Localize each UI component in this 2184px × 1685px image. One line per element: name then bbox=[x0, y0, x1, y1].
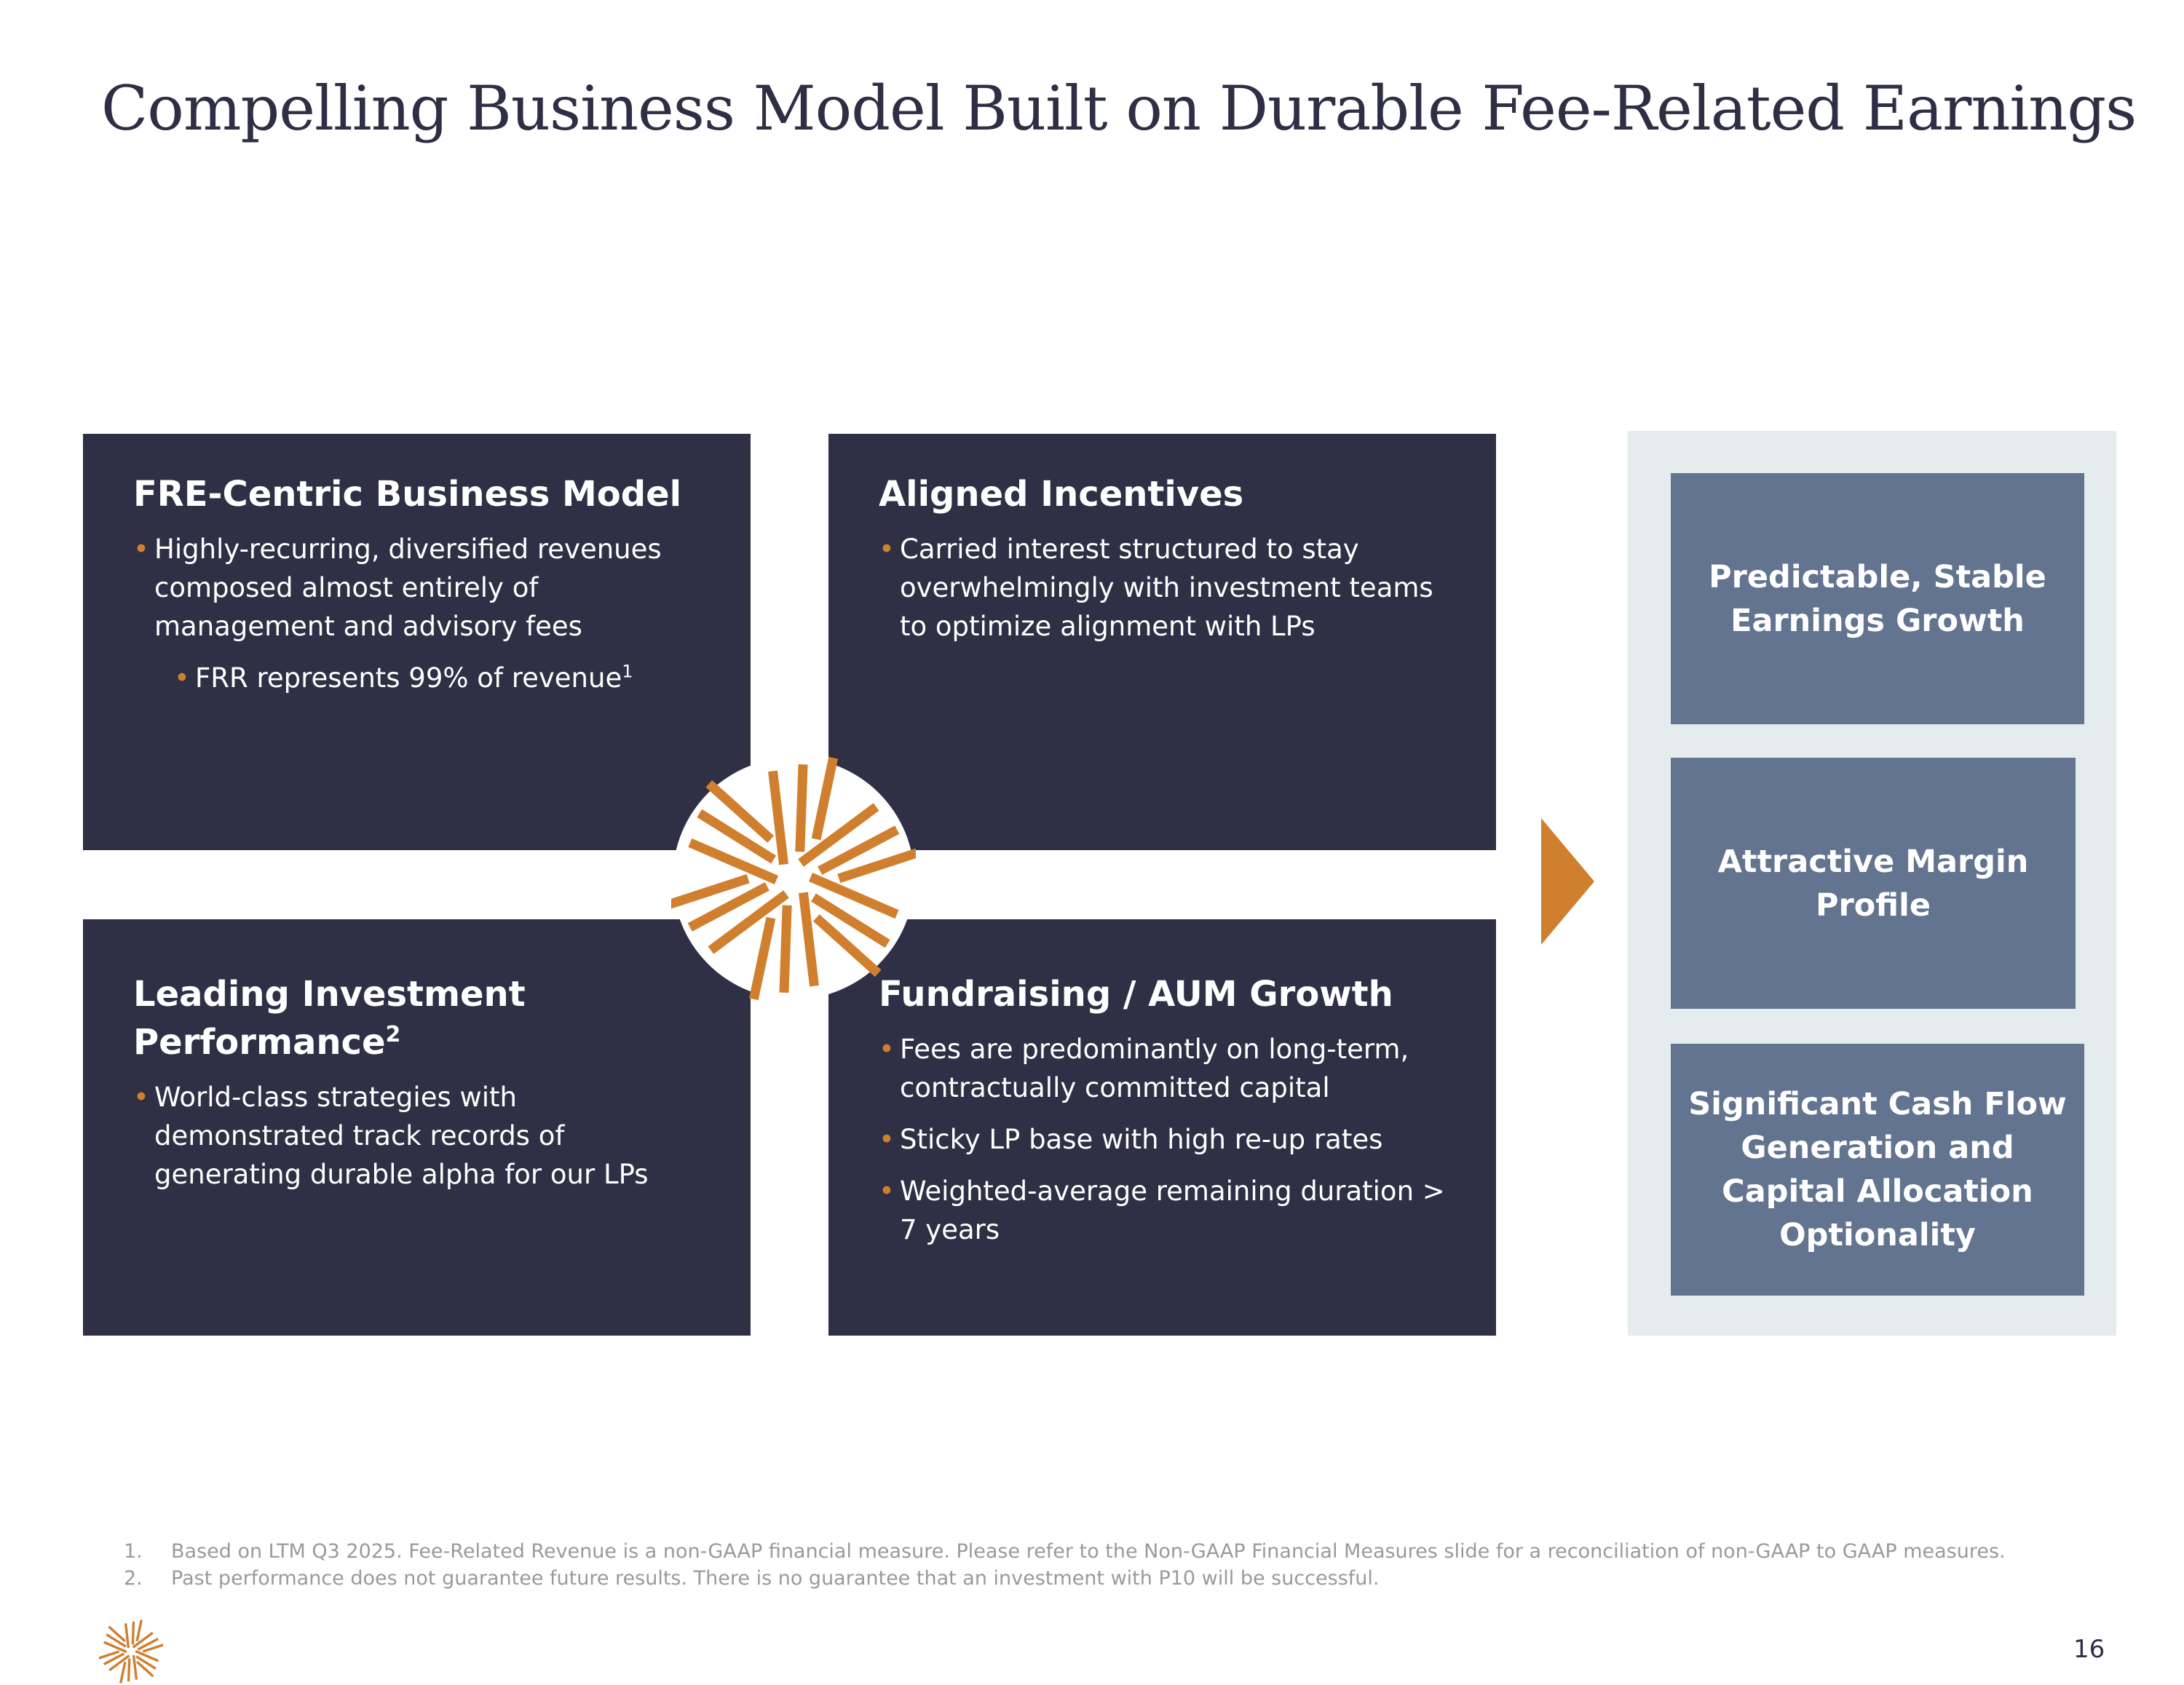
footnote: 1. Based on LTM Q3 2025. Fee-Related Reve… bbox=[124, 1540, 2006, 1563]
logo-sector bbox=[688, 780, 779, 884]
quadrant-heading: FRE-Centric Business Model bbox=[133, 474, 682, 515]
logo-stroke bbox=[108, 1654, 130, 1672]
quadrant-heading: Aligned Incentives bbox=[879, 474, 1244, 515]
logo-stroke bbox=[748, 916, 776, 1001]
logo-stroke bbox=[768, 770, 788, 865]
outcome-box: Significant Cash Flow Generation and Cap… bbox=[1671, 1044, 2084, 1296]
page-number: 16 bbox=[2073, 1635, 2105, 1664]
logo-stroke bbox=[799, 892, 819, 987]
logo-sector bbox=[671, 873, 789, 954]
footnote-ref: 2 bbox=[385, 1022, 401, 1047]
logo-sector bbox=[124, 1619, 143, 1649]
footnote: 2. Past performance does not guarantee fu… bbox=[124, 1567, 1380, 1590]
footnote-text: Past performance does not guarantee futu… bbox=[171, 1567, 1380, 1590]
outcome-box: Attractive Margin Profile bbox=[1671, 758, 2076, 1009]
quadrant-fre-centric: FRE-Centric Business Model Highly-recurr… bbox=[83, 434, 751, 850]
logo-icon bbox=[671, 756, 916, 1001]
logo-stroke bbox=[106, 1633, 127, 1648]
logo-stroke bbox=[132, 1631, 154, 1649]
quadrant-investment-performance: Leading Investment Performance2 World-cl… bbox=[83, 919, 751, 1336]
logo-stroke bbox=[135, 1619, 143, 1642]
logo-stroke bbox=[131, 1621, 135, 1645]
footnote-number: 1. bbox=[124, 1540, 143, 1563]
logo-stroke bbox=[108, 1625, 126, 1643]
logo-sector bbox=[808, 873, 899, 978]
quadrant-aligned-incentives: Aligned Incentives Carried interest stru… bbox=[828, 434, 1496, 850]
logo-stroke bbox=[135, 1649, 159, 1662]
logo-stroke bbox=[119, 1661, 127, 1684]
quadrant-heading: Leading Investment Performance2 bbox=[133, 970, 570, 1066]
logo-stroke bbox=[688, 838, 779, 884]
logo-sector bbox=[99, 1650, 130, 1672]
footnote-ref: 1 bbox=[622, 661, 633, 682]
logo-stroke bbox=[103, 1641, 127, 1654]
bullet: Carried interest structured to stay over… bbox=[879, 530, 1445, 646]
logo-stroke bbox=[137, 1637, 159, 1651]
right-arrow-icon bbox=[1541, 818, 1594, 945]
logo-stroke bbox=[136, 1660, 154, 1678]
logo-sector bbox=[119, 1654, 138, 1684]
footnote-text: Based on LTM Q3 2025. Fee-Related Revenu… bbox=[171, 1540, 2006, 1563]
logo-stroke bbox=[705, 780, 775, 843]
logo-stroke bbox=[99, 1650, 120, 1660]
quadrant-heading: Fundraising / AUM Growth bbox=[879, 974, 1393, 1015]
logo-sector bbox=[103, 1625, 127, 1654]
logo-stroke bbox=[687, 882, 769, 932]
logo-sector bbox=[798, 803, 916, 884]
page-title: Compelling Business Model Built on Durab… bbox=[101, 73, 2137, 144]
logo-stroke bbox=[798, 803, 879, 867]
bullet: World-class strategies with demonstrated… bbox=[133, 1078, 700, 1194]
logo-stroke bbox=[812, 914, 882, 978]
logo-stroke bbox=[779, 905, 792, 993]
logo-stroke bbox=[697, 809, 777, 864]
quadrant-fundraising: Fundraising / AUM Growth Fees are predom… bbox=[828, 919, 1496, 1336]
bullet: Sticky LP base with high re-up rates bbox=[879, 1120, 1445, 1159]
bullet: Fees are predominantly on long-term, con… bbox=[879, 1030, 1445, 1107]
logo-stroke bbox=[810, 893, 890, 948]
logo-stroke bbox=[708, 890, 789, 954]
bullet: Weighted-average remaining duration > 7 … bbox=[879, 1172, 1445, 1249]
logo-background bbox=[673, 758, 914, 999]
logo-stroke bbox=[818, 825, 900, 875]
logo-sector bbox=[768, 756, 839, 865]
logo-stroke bbox=[127, 1658, 131, 1682]
logo-stroke bbox=[132, 1654, 138, 1680]
outcomes-panel: Predictable, Stable Earnings Growth Attr… bbox=[1628, 431, 2116, 1336]
logo-stroke bbox=[671, 873, 750, 909]
logo-stroke bbox=[795, 764, 808, 852]
bullet: Highly-recurring, diversified revenues c… bbox=[133, 530, 700, 646]
logo-stroke bbox=[124, 1623, 130, 1649]
logo-stroke bbox=[811, 756, 839, 841]
logo-stroke bbox=[103, 1652, 125, 1666]
outcome-box: Predictable, Stable Earnings Growth bbox=[1671, 473, 2084, 724]
footnote-number: 2. bbox=[124, 1567, 143, 1590]
sub-bullet-text: FRR represents 99% of revenue bbox=[195, 662, 622, 694]
logo-sector bbox=[135, 1649, 159, 1678]
sub-bullet: FRR represents 99% of revenue1 bbox=[174, 659, 700, 697]
logo-stroke bbox=[135, 1655, 157, 1670]
heading-text: Leading Investment Performance bbox=[133, 974, 526, 1063]
logo-stroke bbox=[837, 848, 916, 884]
logo-sector bbox=[132, 1631, 163, 1653]
logo-sector bbox=[748, 892, 819, 1001]
footer-logo-icon bbox=[99, 1619, 163, 1684]
logo-stroke bbox=[808, 873, 899, 919]
logo-stroke bbox=[142, 1644, 163, 1653]
